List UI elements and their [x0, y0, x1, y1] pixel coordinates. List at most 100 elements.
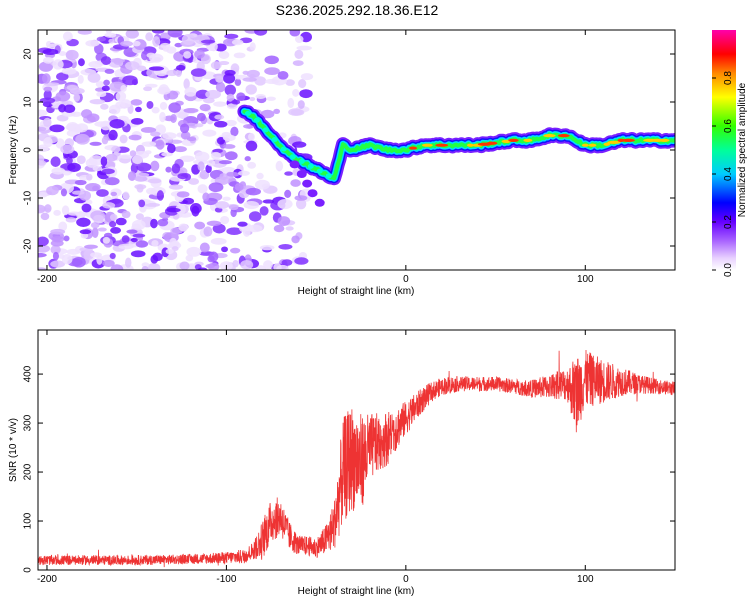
noise-blob: [141, 141, 157, 147]
noise-blob: [190, 68, 207, 77]
noise-blob: [51, 235, 65, 243]
noise-blob: [135, 240, 149, 248]
noise-blob: [51, 167, 66, 175]
noise-blob: [249, 96, 256, 102]
noise-blob: [120, 99, 132, 109]
noise-blob: [124, 61, 140, 71]
noise-blob: [202, 129, 217, 137]
noise-blob: [110, 58, 125, 63]
colorbar-tick-label: 0.6: [723, 119, 734, 133]
ridge-hotspot: [486, 141, 498, 145]
noise-blob: [177, 173, 189, 180]
ridge-branch-blob: [302, 179, 313, 188]
noise-blob: [128, 134, 142, 141]
spectrogram-xlabel: Height of straight line (km): [298, 286, 415, 297]
noise-blob: [71, 256, 86, 268]
noise-blob: [146, 52, 156, 58]
noise-blob: [205, 164, 212, 173]
ridge-hotspot: [307, 163, 314, 169]
noise-blob: [85, 40, 100, 47]
noise-blob: [242, 70, 249, 75]
noise-blob: [50, 260, 66, 268]
noise-blob: [244, 156, 251, 162]
noise-blob: [226, 93, 235, 102]
noise-blob: [86, 173, 93, 181]
noise-blob: [245, 84, 257, 95]
noise-blob: [200, 39, 216, 44]
noise-blob: [273, 263, 282, 270]
spectrogram-ylabel: Frequency (Hz): [8, 116, 19, 185]
noise-blob: [141, 266, 149, 270]
noise-blob: [247, 224, 263, 233]
noise-blob: [43, 117, 52, 127]
noise-blob: [290, 179, 301, 187]
noise-blob: [284, 189, 292, 198]
noise-blob: [215, 81, 226, 93]
noise-blob: [277, 198, 293, 210]
noise-blob: [213, 101, 227, 107]
noise-blob: [39, 97, 56, 104]
noise-blob: [74, 179, 87, 186]
colorbar-tick-label: 0.0: [723, 263, 734, 277]
noise-blob: [115, 91, 127, 102]
ridge-hotspot: [607, 140, 621, 144]
ridge-band: [242, 109, 675, 181]
noise-blob: [224, 69, 236, 76]
noise-blob: [295, 198, 307, 210]
noise-blob: [81, 109, 93, 119]
noise-blob: [273, 108, 281, 114]
noise-blob: [78, 58, 85, 67]
noise-blob: [38, 144, 49, 153]
noise-blob: [101, 168, 115, 175]
noise-blob: [222, 134, 236, 142]
noise-blob: [58, 51, 67, 56]
noise-blob: [224, 33, 239, 39]
noise-blob: [120, 40, 134, 47]
noise-blob: [225, 151, 238, 161]
noise-blob: [94, 43, 104, 55]
noise-blob: [132, 233, 146, 238]
noise-blob: [66, 157, 73, 165]
noise-blob: [183, 108, 199, 114]
noise-blob: [62, 31, 73, 42]
noise-blob: [88, 61, 103, 68]
snr-panel: -200 -100 0 100 0 100 200 300 400 Height of stra…: [8, 329, 676, 597]
ridge-branch-blob: [296, 170, 307, 178]
noise-blob: [179, 155, 195, 162]
noise-blob: [246, 69, 260, 78]
noise-blob: [150, 218, 158, 229]
noise-blob: [100, 103, 109, 110]
noise-blob: [110, 191, 118, 197]
noise-blob: [135, 213, 144, 220]
noise-blob: [38, 204, 46, 214]
noise-blob: [101, 136, 109, 145]
noise-blob: [246, 124, 253, 129]
colorbar-gradient: [712, 30, 736, 270]
noise-blob: [232, 259, 239, 268]
noise-blob: [236, 92, 246, 102]
noise-blob: [134, 175, 148, 182]
noise-blob: [166, 207, 181, 213]
noise-blob: [281, 259, 293, 266]
noise-blob: [52, 251, 59, 261]
noise-blob: [277, 70, 289, 80]
y-tick-label: 20: [23, 48, 34, 60]
noise-blob: [226, 103, 238, 110]
noise-blob: [79, 229, 92, 235]
noise-blob: [105, 153, 118, 162]
ridge-hotspot: [467, 143, 474, 147]
noise-blob: [147, 262, 161, 270]
noise-blob: [104, 177, 120, 186]
ridge-hotspot: [603, 142, 611, 146]
noise-blob: [219, 173, 228, 181]
noise-blob: [214, 114, 225, 120]
noise-blob: [96, 91, 107, 98]
noise-blob: [58, 221, 68, 232]
noise-blob: [182, 197, 195, 205]
noise-blob: [215, 201, 230, 209]
snr-series-line: [38, 349, 675, 568]
noise-blob: [53, 209, 61, 216]
noise-blob: [202, 192, 210, 202]
x-tick-label: 0: [403, 574, 409, 585]
snr-ylabel: SNR (10 * v/v): [8, 418, 19, 482]
